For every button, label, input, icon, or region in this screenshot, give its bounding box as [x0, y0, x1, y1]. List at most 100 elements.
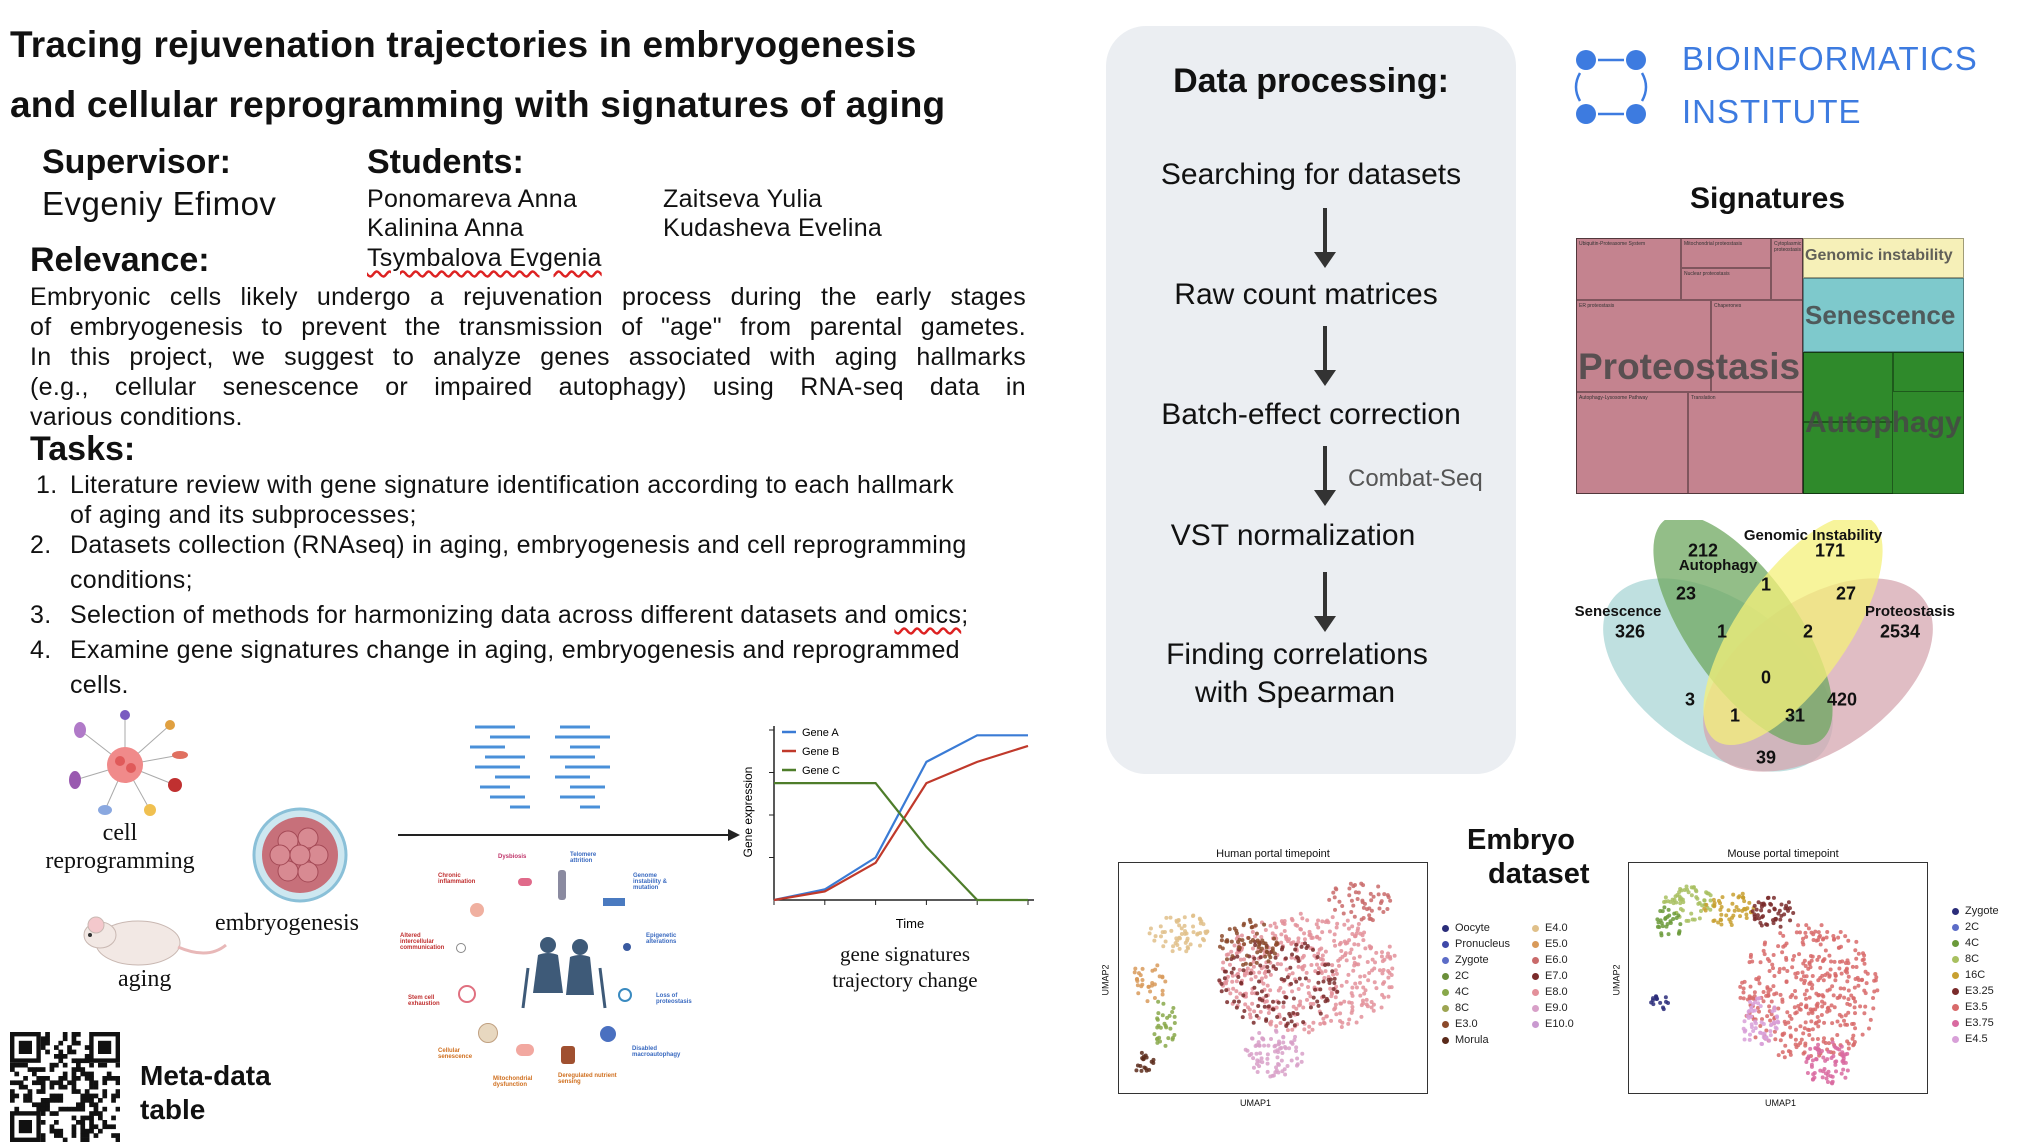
treemap-cell: Mitochondrial proteostasis — [1681, 238, 1771, 268]
human-umap-xlabel: UMAP1 — [1240, 1098, 1272, 1108]
legend-dot — [1952, 907, 1959, 915]
embryo-dataset-title-line1: Embryo — [1467, 824, 1575, 856]
legend-item: 8C — [1952, 951, 1999, 967]
signatures-treemap: Ubiquitin-Proteasome System Mitochondria… — [1576, 238, 1964, 494]
mouse-umap-ylabel: UMAP2 — [1611, 964, 1622, 996]
processing-arrow — [1314, 446, 1336, 506]
legend-item: E4.0 — [1532, 920, 1574, 936]
legend-dot — [1952, 939, 1959, 947]
legend-dot — [1952, 1035, 1959, 1043]
treemap-autophagy — [1803, 352, 1964, 494]
human-umap-legend: Oocyte Pronucleus Zygote 2C 4C 8C E3.0 Morula — [1442, 920, 1510, 1048]
treemap-label-senescence: Senescence — [1805, 300, 1956, 330]
processing-arrow — [1314, 572, 1336, 632]
treemap-label-genomic-instability: Genomic instability — [1805, 247, 1953, 264]
human-umap-title: Human portal timepoint — [1216, 848, 1330, 860]
venn-region: 2 — [1802, 621, 1814, 642]
legend-dot — [1532, 1004, 1539, 1012]
student-name: Tsymbalova Evgenia — [367, 244, 602, 272]
hallmark-label: Cellular senescence — [438, 1048, 473, 1060]
cell-reprogramming-label-line1: cell — [102, 820, 138, 846]
venn-label-senescence: Senescence — [1574, 603, 1662, 620]
legend-dot — [1442, 988, 1449, 996]
sequencing-reads-illustration — [470, 725, 610, 809]
legend-dot — [1952, 987, 1959, 995]
treemap-cell: Autophagy-Lysosome Pathway — [1576, 392, 1688, 494]
task-number: 2. — [30, 531, 52, 559]
supervisor-label: Supervisor: — [42, 143, 231, 181]
legend-label: Gene C — [802, 765, 840, 777]
relevance-label: Relevance: — [30, 241, 210, 279]
venn-region: 420 — [1826, 689, 1858, 710]
mouse-umap-title: Mouse portal timepoint — [1727, 848, 1839, 860]
legend-item: Oocyte — [1442, 920, 1510, 936]
legend-item: Morula — [1442, 1032, 1510, 1048]
processing-step: Finding correlations — [1166, 638, 1428, 671]
treemap-cell: Ubiquitin-Proteasome System — [1576, 238, 1681, 300]
student-name: Ponomareva Anna — [367, 185, 578, 213]
legend-dot — [1532, 988, 1539, 996]
embryo-illustration — [252, 807, 348, 903]
student-name: Kalinina Anna — [367, 214, 524, 242]
venn-region: 0 — [1760, 667, 1772, 688]
gene-trajectory-chart: Gene A Gene B Gene C Time Gene expression — [741, 726, 1034, 931]
chart-x-label: Time — [896, 916, 924, 931]
legend-item: 16C — [1952, 967, 1999, 983]
treemap-cell: Translation — [1688, 392, 1803, 494]
institute-name-line1: BIOINFORMATICS — [1682, 40, 1978, 77]
task-text: Literature review with gene signature id… — [70, 471, 954, 499]
task-text: Examine gene signatures change in aging,… — [70, 636, 960, 664]
legend-dot — [1532, 972, 1539, 980]
trajectory-caption-line2: trajectory change — [832, 968, 978, 992]
elderly-couple-icon — [521, 937, 607, 1009]
task-text: Datasets collection (RNAseq) in aging, e… — [70, 531, 967, 559]
legend-item: E5.0 — [1532, 936, 1574, 952]
treemap-label-proteostasis: Proteostasis — [1578, 346, 1801, 387]
series-line-gene-a — [773, 734, 1028, 902]
signatures-title: Signatures — [1690, 182, 1846, 215]
qr-code[interactable] — [10, 1032, 120, 1142]
processing-step: with Spearman — [1194, 676, 1396, 709]
bioinformatics-institute-logo-icon — [1574, 50, 1648, 124]
venn-label-proteostasis: Proteostasis — [1864, 603, 1956, 620]
mouse-umap-plot — [1628, 862, 1928, 1094]
legend-dot — [1532, 956, 1539, 964]
student-name: Kudasheva Evelina — [663, 214, 883, 242]
venn-count-autophagy: 212 — [1687, 540, 1719, 561]
legend-dot — [1442, 940, 1449, 948]
poster-title-line1: Tracing rejuvenation trajectories in emb… — [10, 24, 917, 65]
legend-label: Gene A — [802, 727, 839, 739]
meta-data-label-line1: Meta-data — [140, 1060, 271, 1091]
legend-dot — [1442, 1004, 1449, 1012]
venn-label-genomic-instability: Genomic Instability — [1743, 527, 1883, 544]
aging-mouse-illustration — [83, 916, 227, 966]
venn-count-senescence: 326 — [1614, 621, 1646, 642]
legend-item: E9.0 — [1532, 1000, 1574, 1016]
chart-y-label: Gene expression — [741, 767, 755, 858]
relevance-text-line: In this project, we suggest to analyze g… — [30, 343, 1026, 371]
legend-dot — [1952, 1019, 1959, 1027]
legend-dot — [1952, 955, 1959, 963]
legend-item: E3.0 — [1442, 1016, 1510, 1032]
cell-reprogramming-label-line2: reprogramming — [45, 848, 195, 874]
relevance-text-line: of embryogenesis to prevent the transmis… — [30, 313, 1026, 341]
tasks-label: Tasks: — [30, 430, 136, 468]
legend-dot — [1442, 924, 1449, 932]
legend-item: E7.0 — [1532, 968, 1574, 984]
legend-item: E8.0 — [1532, 984, 1574, 1000]
hallmark-label: Stem cell exhaustion — [408, 995, 440, 1007]
treemap-proteostasis — [1576, 238, 1803, 494]
venn-region: 27 — [1835, 583, 1857, 604]
legend-dot — [1532, 924, 1539, 932]
institute-name-line2: INSTITUTE — [1682, 93, 1862, 130]
relevance-text-line: Embryonic cells likely undergo a rejuven… — [30, 283, 1026, 311]
legend-item: 4C — [1952, 935, 1999, 951]
treemap-cell: Cytoplasmic proteostasis — [1771, 238, 1803, 300]
aging-label: aging — [118, 966, 172, 992]
task-text: Selection of methods for harmonizing dat… — [70, 601, 969, 629]
hallmark-label: Disabled macroautophagy — [632, 1046, 681, 1058]
relevance-text-line: various conditions. — [30, 403, 243, 431]
treemap-cell: ER proteostasis — [1576, 300, 1711, 392]
hallmark-label: Mitochondrial dysfunction — [493, 1076, 533, 1088]
series-line-gene-b — [773, 744, 1029, 902]
